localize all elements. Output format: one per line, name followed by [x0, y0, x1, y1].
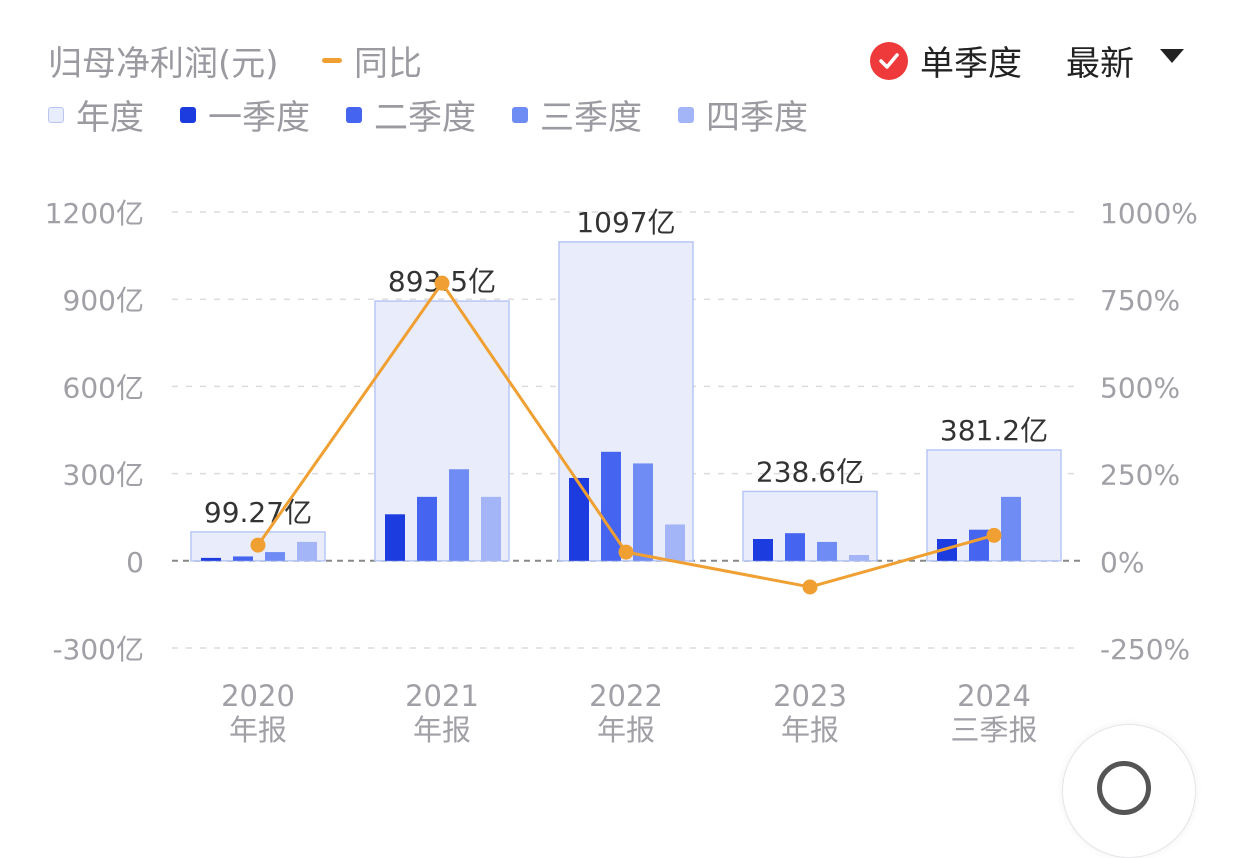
- annual-value-label: 238.6亿: [756, 455, 864, 488]
- y-tick-label-right: 500%: [1100, 371, 1180, 404]
- x-tick-label-period: 年报: [413, 713, 471, 747]
- x-tick-label-year: 2024: [957, 679, 1031, 713]
- legend-label: 四季度: [706, 98, 808, 138]
- quarter-bar: [297, 541, 317, 561]
- chart-title: 归母净利润(元): [48, 44, 279, 84]
- quarter-bar: [601, 451, 621, 561]
- legend-label: 年度: [76, 98, 144, 138]
- quarter-bar: [665, 524, 685, 561]
- legend-item-q3[interactable]: 三季度: [512, 90, 642, 139]
- legend-label: 一季度: [208, 98, 310, 138]
- x-tick-label-period: 年报: [597, 713, 655, 747]
- legend-item-q4[interactable]: 四季度: [678, 90, 808, 139]
- quarter-bar: [201, 557, 221, 561]
- y-tick-label-left: 300亿: [63, 459, 144, 492]
- y-tick-label-right: 250%: [1100, 459, 1180, 492]
- legend-swatch-q2: [346, 106, 362, 123]
- x-tick-label-year: 2021: [405, 679, 479, 713]
- quarter-bar: [969, 529, 989, 561]
- x-tick-label-year: 2020: [221, 679, 295, 713]
- circle-icon: [1097, 761, 1151, 815]
- quarter-bar: [753, 539, 773, 561]
- quarter-bar: [569, 477, 589, 561]
- y-tick-label-right: 750%: [1100, 284, 1180, 317]
- quarter-bar: [265, 552, 285, 561]
- period-select[interactable]: 最新: [1066, 36, 1184, 85]
- quarter-bar: [481, 496, 501, 561]
- floating-action-button[interactable]: [1062, 724, 1196, 858]
- annual-value-label: 381.2亿: [940, 414, 1048, 447]
- y-tick-label-right: 0%: [1100, 546, 1144, 579]
- yoy-point: [250, 537, 266, 553]
- yoy-legend: 同比: [322, 36, 422, 85]
- x-tick-label-period: 三季报: [950, 713, 1037, 747]
- y-tick-label-right: -250%: [1100, 633, 1190, 666]
- quarter-bar: [385, 514, 405, 561]
- legend-swatch-q1: [180, 106, 196, 123]
- legend-swatch-q4: [678, 106, 694, 123]
- profit-chart[interactable]: 1200亿 900亿 600亿 300亿 0 -300亿 1000% 750% 500% 250%…: [0, 150, 1242, 788]
- legend-item-q1[interactable]: 一季度: [180, 90, 310, 139]
- annual-value-label: 99.27亿: [204, 496, 312, 529]
- yoy-legend-label: 同比: [354, 44, 422, 84]
- x-tick-label-year: 2023: [773, 679, 847, 713]
- period-select-label: 最新: [1066, 44, 1134, 84]
- x-tick-label-period: 年报: [229, 713, 287, 747]
- quarter-bar: [417, 496, 437, 561]
- y-tick-label-left: 600亿: [63, 371, 144, 404]
- caret-down-icon: [1160, 48, 1184, 63]
- yoy-point: [434, 275, 450, 291]
- quarter-bar: [1001, 496, 1021, 561]
- legend-item-annual[interactable]: 年度: [48, 90, 144, 139]
- single-quarter-toggle[interactable]: 单季度: [870, 36, 1022, 85]
- quarter-bar: [449, 469, 469, 561]
- quarter-bar: [785, 533, 805, 561]
- x-tick-label-year: 2022: [589, 679, 663, 713]
- quarter-bar: [817, 541, 837, 561]
- yoy-point: [802, 579, 818, 595]
- legend-swatch-annual: [48, 106, 64, 123]
- check-icon: [870, 41, 908, 80]
- y-tick-label-left: 900亿: [63, 284, 144, 317]
- y-tick-label-left: 1200亿: [45, 197, 144, 230]
- x-tick-label-period: 年报: [781, 713, 839, 747]
- y-tick-label-right: 1000%: [1100, 197, 1198, 230]
- y-tick-label-left: 0: [126, 546, 144, 579]
- chart-canvas: 1200亿 900亿 600亿 300亿 0 -300亿 1000% 750% 500% 250%…: [45, 197, 1198, 747]
- quarter-bar: [633, 463, 653, 561]
- quarter-bar: [233, 556, 253, 561]
- yoy-point: [618, 544, 634, 560]
- legend-swatch-q3: [512, 106, 528, 123]
- quarter-bar: [849, 554, 869, 561]
- legend-label: 三季度: [540, 98, 642, 138]
- legend-label: 二季度: [374, 98, 476, 138]
- series-legend: 年度 一季度 二季度 三季度 四季度: [48, 90, 844, 139]
- yoy-line-swatch: [322, 58, 342, 63]
- chart-header: 归母净利润(元) 同比 单季度 最新 年度 一季度 二季度 三季度: [0, 0, 1242, 150]
- single-quarter-label: 单季度: [920, 44, 1022, 84]
- legend-item-q2[interactable]: 二季度: [346, 90, 476, 139]
- annual-value-label: 1097亿: [576, 206, 675, 239]
- yoy-point: [986, 527, 1002, 543]
- y-tick-label-left: -300亿: [52, 633, 144, 666]
